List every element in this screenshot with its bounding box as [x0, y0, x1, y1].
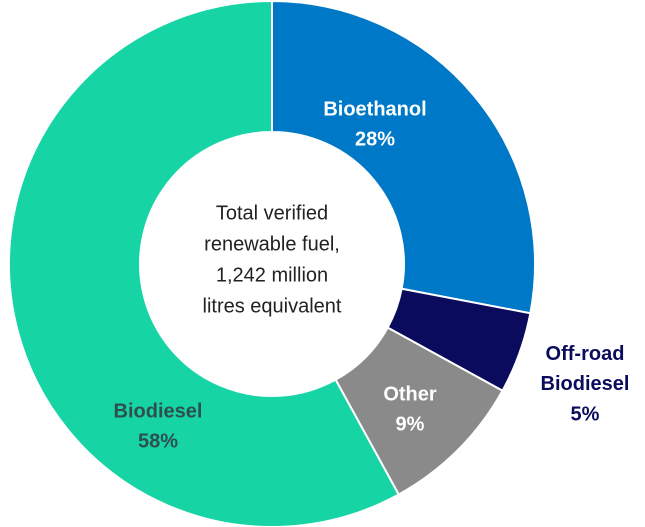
- category-label: Other: [383, 383, 437, 405]
- slice-label: Off-road Biodiesel 5%: [541, 343, 630, 425]
- category-label: Biodiesel: [114, 400, 203, 422]
- center-text: renewable fuel,: [204, 233, 340, 255]
- category-label: Off-road Biodiesel: [541, 343, 630, 395]
- value-label: 28%: [355, 128, 395, 150]
- slice-label: Bioethanol 28%: [323, 98, 426, 150]
- slice-label: Biodiesel 58%: [114, 400, 203, 452]
- value-label: 58%: [138, 430, 178, 452]
- slice-label: Other 9%: [383, 383, 437, 435]
- donut-slice: [8, 0, 401, 527]
- label-line: Biodiesel: [541, 373, 630, 395]
- value-label: 9%: [396, 413, 425, 435]
- donut-slice: [271, 0, 536, 315]
- center-text: Total verified: [216, 202, 328, 224]
- center-text: 1,242 million: [216, 264, 328, 286]
- category-label: Bioethanol: [323, 98, 426, 120]
- value-label: 5%: [571, 403, 600, 425]
- label-line: Off-road: [546, 343, 625, 365]
- center-text: litres equivalent: [203, 295, 342, 317]
